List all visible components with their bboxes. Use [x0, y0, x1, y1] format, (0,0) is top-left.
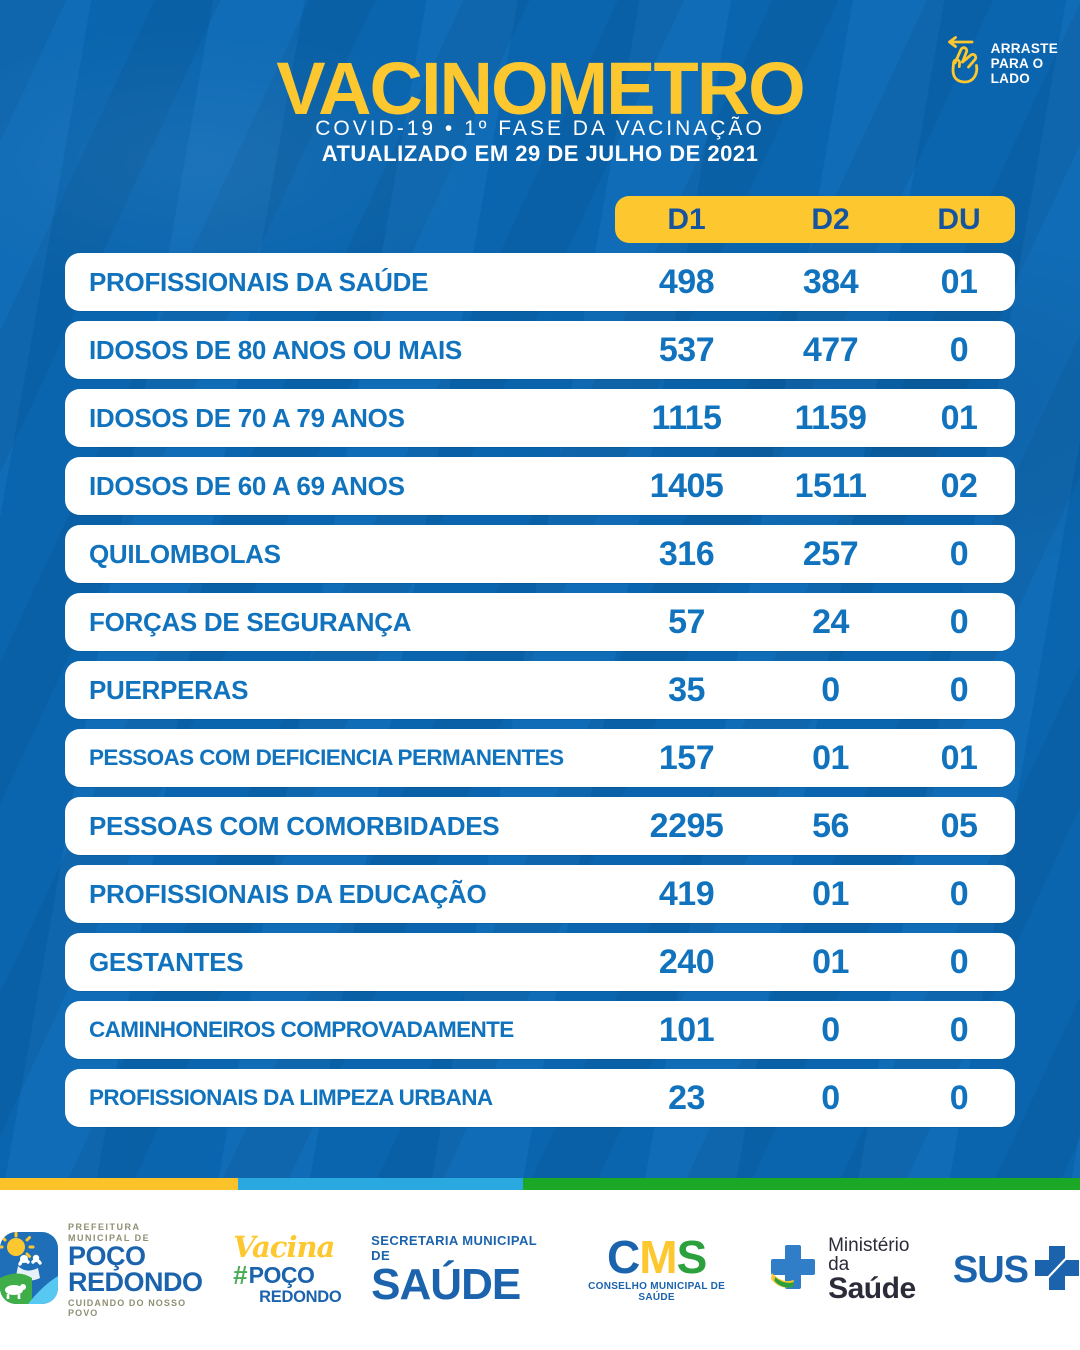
row-value-d2: 384 — [802, 262, 859, 301]
row-value-du: 0 — [949, 1010, 969, 1049]
row-label: IDOSOS DE 80 ANOS OU MAIS — [89, 334, 462, 365]
ministerio-logo-text: Ministério da Saúde — [828, 1235, 916, 1305]
row-value-d2: 0 — [821, 1078, 840, 1117]
ministerio-cross-icon — [768, 1243, 818, 1298]
row-value-du: 01 — [940, 262, 978, 301]
row-value-d1: 1405 — [649, 466, 724, 505]
table-row: CAMINHONEIROS COMPROVADAMENTE 101 0 0 — [65, 1001, 1015, 1059]
table-row: PROFISSIONAIS DA SAÚDE 498 384 01 — [65, 253, 1015, 311]
row-value-du: 05 — [940, 806, 978, 845]
table-row: GESTANTES 240 01 0 — [65, 933, 1015, 991]
row-value-du: 0 — [949, 942, 969, 981]
row-value-d1: 57 — [668, 602, 705, 641]
table-row: PROFISSIONAIS DA LIMPEZA URBANA 23 0 0 — [65, 1069, 1015, 1127]
swipe-hint-text: ARRASTE PARA O LADO — [990, 41, 1058, 87]
ministerio-da-saude-logo: Ministério da Saúde — [768, 1236, 923, 1304]
row-label: IDOSOS DE 60 A 69 ANOS — [89, 470, 405, 501]
row-label: IDOSOS DE 70 A 79 ANOS — [89, 402, 405, 433]
swipe-hint[interactable]: ARRASTE PARA O LADO — [938, 36, 1058, 91]
row-value-d2: 1511 — [794, 466, 867, 505]
table-row: PROFISSIONAIS DA EDUCAÇÃO 419 01 0 — [65, 865, 1015, 923]
table-row: IDOSOS DE 70 A 79 ANOS 1115 1159 01 — [65, 389, 1015, 447]
row-value-d1: 2295 — [649, 806, 724, 845]
prefeitura-crest-icon — [0, 1231, 58, 1309]
row-value-d2: 56 — [812, 806, 849, 845]
row-value-du: 0 — [949, 602, 969, 641]
vacina-script-text: Vacina — [233, 1230, 335, 1264]
swipe-left-hand-icon — [938, 36, 984, 91]
table-row: QUILOMBOLAS 316 257 0 — [65, 525, 1015, 583]
cms-subtitle: CONSELHO MUNICIPAL DE SAÚDE — [588, 1281, 726, 1304]
row-label: PESSOAS COM COMORBIDADES — [89, 810, 500, 841]
row-value-d2: 477 — [802, 330, 859, 369]
sus-label: SUS — [952, 1248, 1029, 1291]
sus-cross-icon — [1034, 1245, 1080, 1296]
page-subtitle: COVID-19 • 1º FASE DA VACINAÇÃO — [315, 117, 765, 140]
row-value-d2: 01 — [812, 874, 849, 913]
row-value-du: 0 — [949, 670, 969, 709]
stripe-green-segment — [523, 1178, 1080, 1190]
secretaria-saude-logo: SECRETARIA MUNICIPAL DE SAÚDE — [371, 1233, 537, 1309]
row-value-du: 0 — [949, 1078, 969, 1117]
row-value-d1: 498 — [658, 262, 715, 301]
row-label: GESTANTES — [89, 946, 244, 977]
row-value-d1: 101 — [658, 1010, 715, 1049]
row-value-du: 0 — [949, 534, 969, 573]
row-value-du: 01 — [940, 398, 978, 437]
updated-date: ATUALIZADO EM 29 DE JULHO DE 2021 — [321, 141, 759, 166]
row-value-d1: 35 — [668, 670, 705, 709]
row-label: FORÇAS DE SEGURANÇA — [89, 606, 412, 637]
row-label: PROFISSIONAIS DA SAÚDE — [89, 266, 429, 297]
cms-logo: CMS CONSELHO MUNICIPAL DE SAÚDE — [575, 1234, 738, 1304]
row-value-d2: 01 — [812, 942, 849, 981]
row-value-d1: 537 — [658, 330, 715, 369]
row-value-d2: 0 — [821, 670, 840, 709]
row-value-d2: 24 — [812, 602, 849, 641]
hashtag-icon: # — [233, 1260, 248, 1290]
row-value-du: 0 — [949, 874, 969, 913]
row-label: PROFISSIONAIS DA LIMPEZA URBANA — [89, 1085, 493, 1110]
row-value-du: 02 — [940, 466, 978, 505]
column-header-d1: D1 — [667, 202, 706, 236]
row-value-d1: 23 — [668, 1078, 705, 1117]
row-value-du: 0 — [949, 330, 969, 369]
page-title: VACINOMETRO — [276, 47, 806, 130]
row-value-d2: 1159 — [794, 398, 867, 437]
row-value-d2: 0 — [821, 1010, 840, 1049]
vaccination-table: D1 D2 DU PROFISSIONAIS DA SAÚDE 498 384 … — [65, 196, 1015, 1127]
stripe-cyan-segment — [238, 1178, 523, 1190]
footer-logos: PREFEITURA MUNICIPAL DE POÇO REDONDO CUI… — [0, 1190, 1080, 1350]
row-value-d2: 257 — [802, 534, 859, 573]
prefeitura-logo-text: PREFEITURA MUNICIPAL DE POÇO REDONDO CUI… — [68, 1221, 203, 1319]
row-label: PUERPERAS — [89, 674, 249, 705]
column-header-d2: D2 — [811, 202, 850, 236]
row-label: PROFISSIONAIS DA EDUCAÇÃO — [89, 878, 487, 909]
table-rows: PROFISSIONAIS DA SAÚDE 498 384 01 IDOSOS… — [65, 253, 1015, 1127]
stripe-yellow-segment — [0, 1178, 238, 1190]
column-header-du: DU — [937, 202, 981, 236]
row-label: CAMINHONEIROS COMPROVADAMENTE — [89, 1017, 514, 1042]
table-row: PESSOAS COM DEFICIENCIA PERMANENTES 157 … — [65, 729, 1015, 787]
row-label: QUILOMBOLAS — [89, 538, 281, 569]
prefeitura-poco-redondo-logo: PREFEITURA MUNICIPAL DE POÇO REDONDO CUI… — [0, 1221, 203, 1319]
vacina-poco-redondo-logo: Vacina # POÇO REDONDO — [233, 1230, 342, 1307]
table-row: PUERPERAS 35 0 0 — [65, 661, 1015, 719]
row-value-d1: 419 — [658, 874, 715, 913]
row-label: PESSOAS COM DEFICIENCIA PERMANENTES — [89, 745, 564, 770]
table-column-header: D1 D2 DU — [615, 196, 1015, 243]
table-row: IDOSOS DE 60 A 69 ANOS 1405 1511 02 — [65, 457, 1015, 515]
row-value-d1: 157 — [658, 738, 715, 777]
sus-logo: SUS — [953, 1245, 1080, 1296]
row-value-d1: 240 — [658, 942, 715, 981]
row-value-du: 01 — [940, 738, 978, 777]
row-value-d1: 316 — [658, 534, 715, 573]
row-value-d1: 1115 — [651, 398, 722, 437]
table-row: FORÇAS DE SEGURANÇA 57 24 0 — [65, 593, 1015, 651]
row-value-d2: 01 — [812, 738, 849, 777]
footer-color-stripe — [0, 1178, 1080, 1190]
table-row: IDOSOS DE 80 ANOS OU MAIS 537 477 0 — [65, 321, 1015, 379]
table-row: PESSOAS COM COMORBIDADES 2295 56 05 — [65, 797, 1015, 855]
